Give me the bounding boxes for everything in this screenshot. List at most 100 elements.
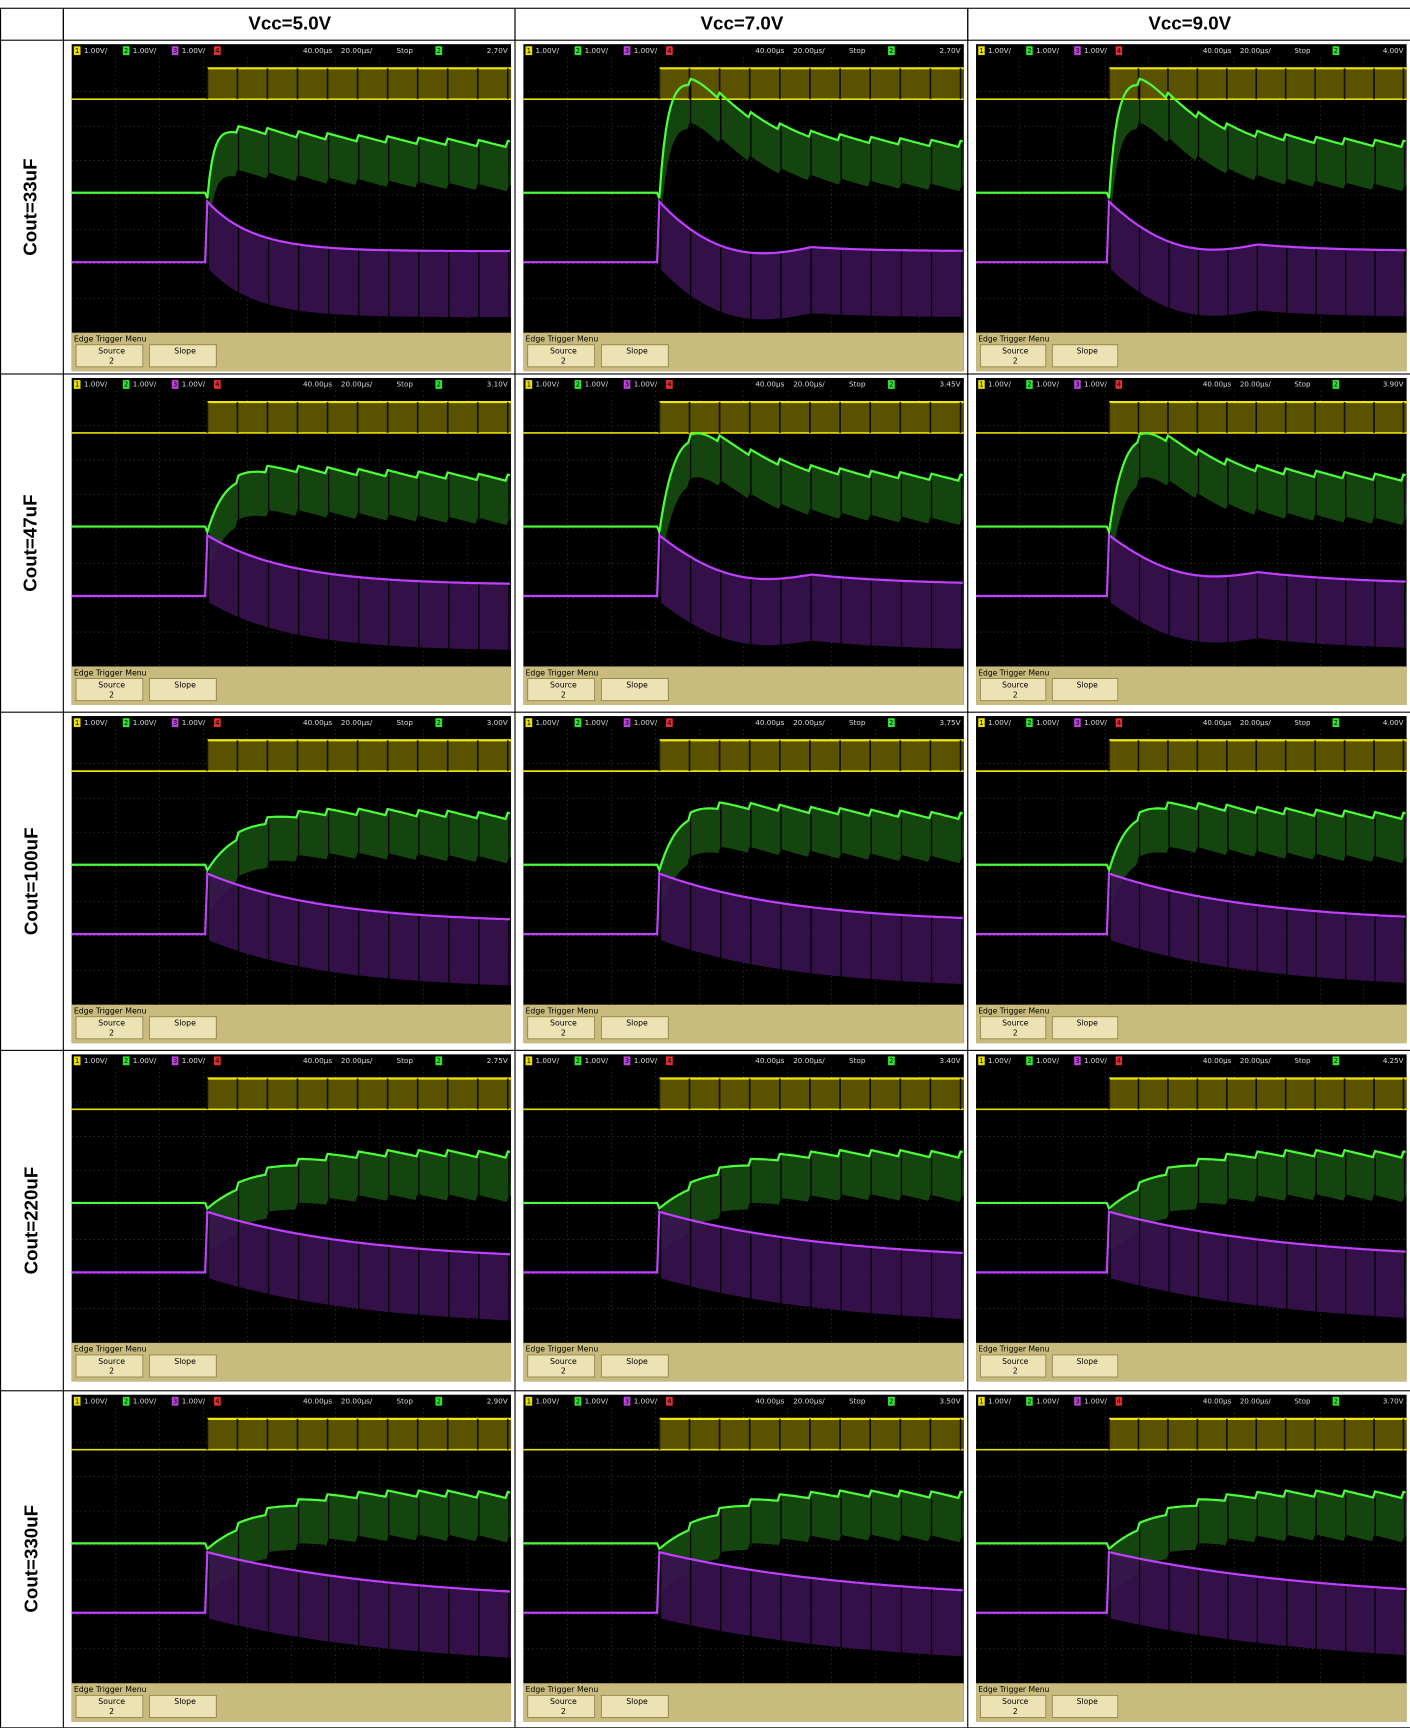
channel-number: 3 [173,381,177,389]
source-button[interactable] [979,1694,1047,1718]
source-button[interactable] [75,1354,144,1378]
source-button[interactable] [979,344,1047,368]
channel-scale: 1.00V/ [84,46,108,55]
menu-title: Edge Trigger Menu [74,1685,147,1694]
source-button[interactable] [979,1354,1047,1378]
menu-bar [523,666,964,706]
slope-button[interactable] [149,1354,217,1378]
slope-button[interactable] [600,1354,669,1378]
timebase: 20.00µs/ [341,380,373,389]
slope-button[interactable] [1051,1354,1119,1378]
channel-number: 3 [1075,381,1079,389]
purple-trace [976,872,1406,936]
run-mode: Stop [1294,380,1311,389]
slope-button[interactable] [149,1016,217,1040]
channel-box [1026,380,1033,389]
source-value: 2 [561,357,566,366]
channel-number: 3 [173,719,177,727]
source-button[interactable] [75,344,144,368]
menu-title: Edge Trigger Menu [525,668,598,677]
trigger-box [1332,1396,1340,1406]
channel-number: 2 [124,719,128,727]
trigger-level: 2.70V [940,46,961,55]
slope-button[interactable] [149,1694,217,1718]
channel-number: 4 [215,1057,219,1065]
delay: 40.00µs [303,380,332,389]
slope-button[interactable] [149,344,217,368]
timebase: 20.00µs/ [341,1056,373,1065]
source-button[interactable] [979,678,1047,702]
source-button[interactable] [75,678,144,702]
menu-bar [523,1004,964,1044]
channel-box [214,1056,221,1066]
source-value: 2 [1013,690,1018,699]
source-button[interactable] [979,1016,1047,1040]
slope-button[interactable] [600,1016,669,1040]
source-button[interactable] [527,344,596,368]
table-border [62,8,64,1728]
channel-scale: 1.00V/ [1084,718,1108,727]
channel-number: 3 [1075,719,1079,727]
trigger-level: 3.70V [1383,1396,1404,1405]
scope-screenshot: 1 1.00V/2 1.00V/3 1.00V/4 40.00µs 20.00µs/Sto… [976,1394,1407,1722]
slope-button[interactable] [600,678,669,702]
channel-box [574,718,582,728]
channel-number: 3 [1075,1397,1079,1405]
channel-number: 4 [1117,381,1121,389]
channel-box [623,1396,631,1406]
delay: 40.00µs [303,1396,332,1405]
slope-label: Slope [174,1019,196,1028]
menu-title: Edge Trigger Menu [978,334,1049,343]
source-button[interactable] [527,1354,596,1378]
slope-button[interactable] [600,344,669,368]
channel-scale: 1.00V/ [536,46,560,55]
slope-button[interactable] [1051,678,1119,702]
slope-button[interactable] [1051,344,1119,368]
slope-label: Slope [626,347,648,356]
trigger-channel: 2 [889,47,893,55]
channel-box [214,46,221,56]
delay: 40.00µs [1203,1396,1232,1405]
yellow-band [1109,402,1407,433]
green-trace [523,432,964,537]
scope-screenshot: 1 1.00V/2 1.00V/3 1.00V/4 40.00µs 20.00µs/Sto… [523,716,964,1044]
channel-scale: 1.00V/ [988,718,1012,727]
slope-button[interactable] [149,678,217,702]
row-label-text: Cout=100uF [20,826,42,935]
channel-number: 1 [527,1057,531,1065]
purple-trace [71,1210,511,1274]
channel-scale: 1.00V/ [1036,1056,1060,1065]
scope-screenshot: 1 1.00V/2 1.00V/3 1.00V/4 40.00µs 20.00µs/Sto… [71,716,512,1044]
trigger-box [1332,380,1340,389]
source-button[interactable] [527,678,596,702]
menu-bar [976,1342,1407,1382]
purple-trace [523,872,963,936]
delay: 40.00µs [1203,718,1232,727]
source-button[interactable] [527,1694,596,1718]
slope-button[interactable] [1051,1016,1119,1040]
delay: 40.00µs [303,46,332,55]
channel-scale: 1.00V/ [585,1396,609,1405]
slope-label: Slope [1077,1697,1098,1706]
channel-number: 1 [979,1057,983,1065]
channel-number: 2 [576,1397,580,1405]
yellow-band [1109,1078,1407,1110]
slope-button[interactable] [600,1694,669,1718]
source-button[interactable] [75,1016,144,1040]
channel-number: 4 [1117,1397,1121,1405]
trigger-level: 4.00V [1383,718,1404,727]
slope-button[interactable] [1051,1694,1119,1718]
channel-scale: 1.00V/ [133,1396,157,1405]
delay: 40.00µs [303,718,332,727]
yellow-band [659,1078,964,1110]
channel-box [623,46,631,56]
channel-number: 1 [979,719,983,727]
source-button[interactable] [75,1694,144,1718]
slope-label: Slope [1077,680,1098,689]
source-label: Source [1002,1019,1028,1028]
source-button[interactable] [527,1016,596,1040]
channel-number: 3 [625,381,629,389]
channel-box [666,380,673,389]
trigger-level: 3.40V [940,1056,961,1065]
channel-number: 4 [667,47,671,55]
